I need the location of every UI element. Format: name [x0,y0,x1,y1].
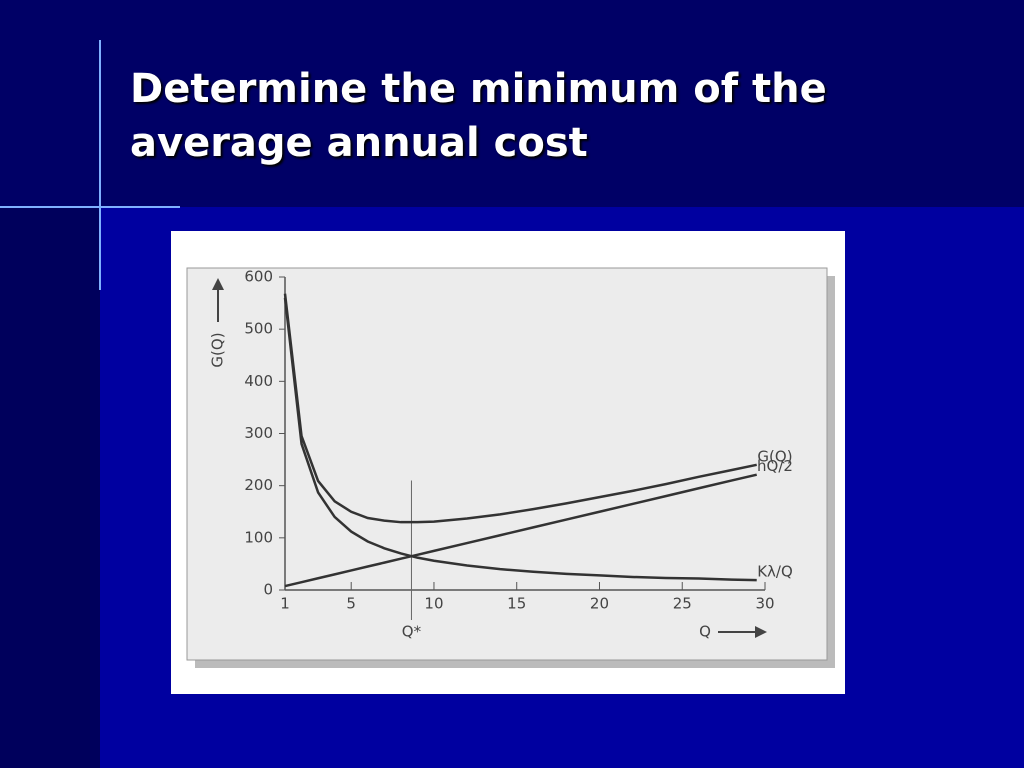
top-band [0,0,1024,207]
panel [186,267,828,661]
y-arrowhead [212,278,224,290]
series-label: hQ/2 [757,457,793,475]
series-line [283,293,757,524]
series-line [283,297,757,582]
x-axis-label: Q [699,623,711,641]
x-tick-label: 20 [590,595,609,613]
series-label: G(Q) [757,447,792,465]
slide-title: Determine the minimum of the average ann… [130,66,827,166]
x-tick-label: 30 [755,595,774,613]
y-tick-label: 500 [244,320,273,338]
series-line [284,473,758,588]
x-arrowhead [755,626,767,638]
y-tick-label: 0 [263,581,273,599]
x-tick-label: 25 [673,595,692,613]
left-band [0,207,100,768]
y-tick-label: 600 [244,268,273,286]
y-tick-label: 300 [244,424,273,442]
y-tick-label: 400 [244,372,273,390]
y-tick-label: 200 [244,476,273,494]
x-tick-label: 10 [424,595,443,613]
q-star-label: Q* [402,623,422,641]
series-label: Kλ/Q [757,563,793,581]
y-tick-label: 100 [244,528,273,546]
y-axis-label: G(Q) [209,332,227,367]
x-tick-label: 5 [346,595,356,613]
x-tick-label: 1 [280,595,290,613]
x-tick-label: 15 [507,595,526,613]
